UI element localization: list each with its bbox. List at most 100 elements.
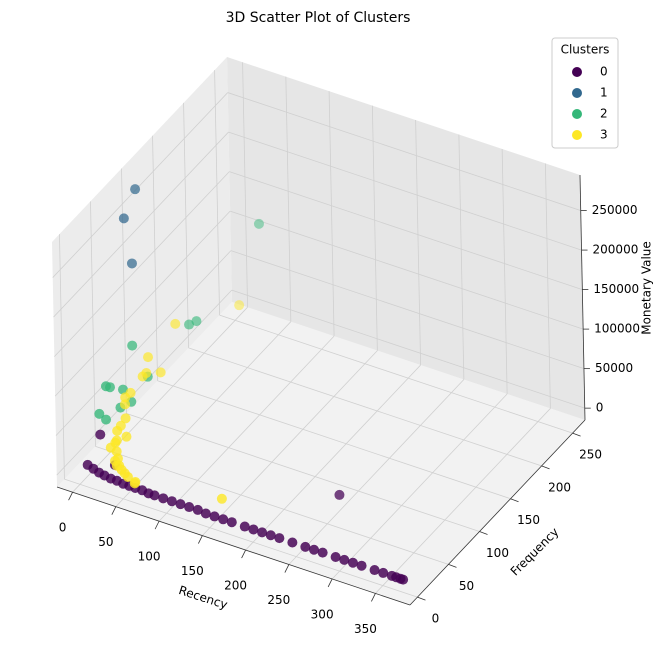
grid-line — [288, 379, 465, 565]
point — [166, 496, 177, 507]
point — [378, 567, 389, 578]
legend-marker — [572, 67, 582, 77]
legend: Clusters 0 1 2 3 — [551, 37, 619, 149]
point — [253, 218, 264, 229]
grid-line — [375, 408, 551, 594]
point — [149, 490, 160, 501]
grid-line — [227, 92, 581, 211]
legend-marker — [572, 130, 582, 140]
point — [130, 184, 141, 195]
point — [200, 508, 211, 519]
point — [118, 213, 129, 224]
grid-line — [230, 210, 584, 330]
x-tick — [197, 535, 203, 544]
grid-line — [152, 135, 158, 381]
point — [122, 471, 133, 482]
x-tick — [68, 492, 73, 501]
point — [117, 384, 128, 395]
y-tick-label: 150 — [517, 513, 540, 527]
grid-line — [55, 250, 232, 436]
y-tick-label: 50 — [459, 579, 474, 593]
point — [209, 511, 220, 522]
pane — [52, 57, 232, 487]
point — [369, 565, 380, 576]
x-tick — [327, 578, 333, 588]
x-tick-label: 300 — [311, 607, 334, 621]
grid-line — [202, 350, 378, 536]
point — [274, 533, 285, 544]
chart-title: 3D Scatter Plot of Clusters — [226, 10, 411, 26]
grid-line — [371, 105, 378, 351]
grid-line — [214, 70, 220, 316]
grid-line — [54, 210, 231, 397]
grid-line — [126, 413, 480, 532]
x-tick-label: 350 — [354, 622, 377, 636]
z-tick-label: 150000 — [593, 282, 639, 296]
point — [111, 435, 122, 446]
point — [158, 493, 169, 504]
point — [95, 429, 106, 440]
legend-label: 3 — [600, 128, 608, 142]
x-tick-label: 100 — [138, 550, 161, 564]
x-tick-label: 200 — [224, 579, 247, 593]
point — [129, 478, 140, 489]
point — [155, 367, 166, 378]
grid-line — [242, 62, 248, 308]
point — [137, 371, 148, 382]
point — [126, 258, 137, 269]
point — [287, 537, 298, 548]
x-tick — [284, 564, 290, 573]
point — [265, 530, 276, 541]
x-tick-label: 0 — [59, 521, 67, 535]
point — [339, 554, 350, 565]
point — [175, 499, 186, 510]
grid-line — [115, 321, 292, 507]
legend-title: Clusters — [561, 43, 610, 57]
x-tick — [111, 506, 117, 515]
x-tick-label: 50 — [98, 535, 113, 549]
grid-line — [228, 131, 582, 251]
point — [226, 517, 237, 528]
point — [234, 300, 245, 311]
point — [356, 560, 367, 571]
point — [105, 382, 116, 393]
y-tick — [417, 596, 426, 601]
point — [101, 414, 112, 425]
legend-marker — [572, 109, 582, 119]
grid-line — [331, 393, 508, 580]
z-tick-label: 200000 — [593, 243, 639, 257]
point — [170, 318, 181, 329]
z-tick-label: 250000 — [592, 203, 638, 217]
z-axis-label: Monetary Value — [640, 241, 654, 335]
point — [127, 340, 138, 351]
y-tick — [572, 432, 581, 437]
y-tick-label: 200 — [548, 480, 571, 494]
grid-line — [52, 92, 229, 278]
grid-line — [64, 478, 418, 598]
y-tick-label: 0 — [432, 612, 440, 626]
point — [184, 502, 195, 513]
grid-line — [219, 314, 573, 434]
y-tick-label: 250 — [579, 448, 602, 462]
y-tick-label: 100 — [486, 546, 509, 560]
point — [143, 352, 154, 363]
point — [216, 493, 227, 504]
z-axis-line — [579, 174, 586, 421]
point — [398, 574, 409, 585]
grid-line — [183, 102, 189, 348]
point — [115, 420, 126, 431]
legend-label: 1 — [600, 86, 608, 100]
grid-line — [54, 171, 230, 357]
pane — [57, 302, 585, 605]
legend-label: 2 — [600, 107, 608, 121]
y-axis-label: Frequency — [508, 525, 562, 579]
z-tick-label: 100000 — [594, 322, 640, 336]
point — [120, 413, 131, 424]
legend-frame — [551, 37, 619, 149]
y-tick — [448, 563, 457, 568]
z-tick-label: 50000 — [595, 361, 633, 375]
y-tick — [510, 498, 519, 503]
point — [300, 541, 311, 552]
x-tick — [371, 593, 376, 602]
